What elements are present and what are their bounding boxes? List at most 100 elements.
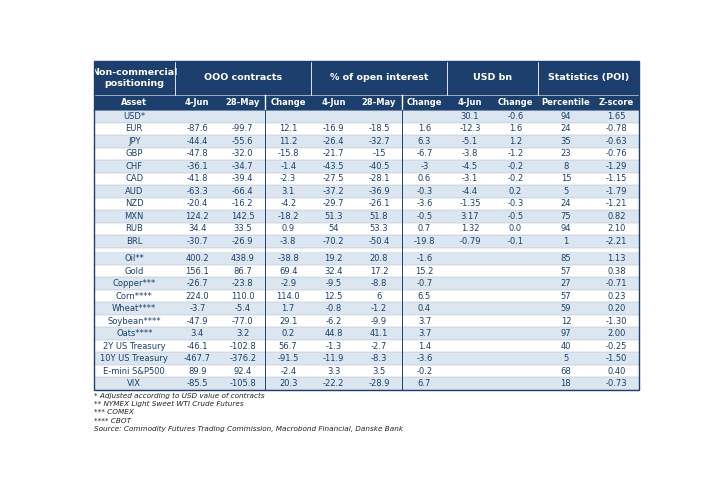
Text: OOO contracts: OOO contracts (204, 73, 282, 83)
Text: -0.2: -0.2 (508, 175, 523, 184)
Bar (94, 123, 639, 135)
Text: 24: 24 (561, 199, 571, 209)
Text: -26.9: -26.9 (232, 237, 254, 246)
Text: -28.1: -28.1 (368, 175, 390, 184)
Text: 53.3: 53.3 (370, 224, 388, 233)
Text: -3.6: -3.6 (416, 354, 433, 363)
Text: 85: 85 (561, 254, 571, 263)
Text: 51.8: 51.8 (370, 212, 388, 221)
Text: 35: 35 (561, 137, 571, 146)
Bar (94, 277, 639, 290)
Text: VIX: VIX (127, 379, 141, 388)
Bar (94, 223, 639, 235)
Text: -1.50: -1.50 (606, 354, 627, 363)
Text: 32.4: 32.4 (325, 267, 343, 276)
Text: -5.1: -5.1 (462, 137, 478, 146)
Text: -0.63: -0.63 (606, 137, 627, 146)
Text: 438.9: 438.9 (231, 254, 255, 263)
Text: 56.7: 56.7 (279, 341, 297, 350)
Text: -29.7: -29.7 (323, 199, 345, 209)
Bar (94, 173, 639, 185)
Text: AUD: AUD (125, 187, 144, 196)
Text: ** NYMEX Light Sweet WTI Crude Futures: ** NYMEX Light Sweet WTI Crude Futures (94, 401, 243, 407)
Text: 69.4: 69.4 (279, 267, 297, 276)
Text: *** COMEX: *** COMEX (94, 409, 134, 415)
Bar (94, 61, 639, 95)
Text: 1.2: 1.2 (509, 137, 522, 146)
Text: -0.73: -0.73 (606, 379, 627, 388)
Bar (94, 148, 639, 160)
Text: JPY: JPY (128, 137, 140, 146)
Text: -3.8: -3.8 (280, 237, 297, 246)
Text: Oats****: Oats**** (116, 329, 152, 338)
Text: 28-May: 28-May (362, 98, 396, 107)
Text: 94: 94 (561, 224, 571, 233)
Text: 3.2: 3.2 (236, 329, 250, 338)
Text: -26.7: -26.7 (187, 279, 208, 288)
Bar (94, 377, 639, 390)
Text: -0.3: -0.3 (416, 187, 433, 196)
Text: 1.6: 1.6 (418, 124, 431, 133)
Text: 1: 1 (563, 237, 568, 246)
Text: RUB: RUB (125, 224, 143, 233)
Text: 11.2: 11.2 (279, 137, 297, 146)
Text: -91.5: -91.5 (277, 354, 299, 363)
Text: -1.4: -1.4 (280, 162, 296, 171)
Bar (94, 315, 639, 327)
Text: 4-Jun: 4-Jun (458, 98, 482, 107)
Text: -0.3: -0.3 (507, 199, 523, 209)
Text: -19.8: -19.8 (414, 237, 435, 246)
Text: -39.4: -39.4 (232, 175, 254, 184)
Bar (94, 365, 639, 377)
Text: 0.6: 0.6 (418, 175, 431, 184)
Text: -376.2: -376.2 (230, 354, 256, 363)
Text: -6.7: -6.7 (416, 150, 433, 158)
Text: -18.2: -18.2 (277, 212, 299, 221)
Text: 400.2: 400.2 (185, 254, 209, 263)
Text: -6.2: -6.2 (325, 316, 342, 326)
Text: 224.0: 224.0 (185, 291, 209, 301)
Text: 110.0: 110.0 (231, 291, 255, 301)
Text: -105.8: -105.8 (230, 379, 256, 388)
Text: 12.5: 12.5 (325, 291, 342, 301)
Text: 3.3: 3.3 (327, 367, 340, 375)
Text: 94: 94 (561, 112, 571, 121)
Text: -46.1: -46.1 (187, 341, 208, 350)
Text: 97: 97 (561, 329, 571, 338)
Text: -15: -15 (373, 150, 386, 158)
Text: 57: 57 (561, 267, 571, 276)
Text: -467.7: -467.7 (184, 354, 211, 363)
Text: -87.6: -87.6 (187, 124, 208, 133)
Text: Percentile: Percentile (541, 98, 591, 107)
Text: CAD: CAD (125, 175, 143, 184)
Bar (94, 247, 639, 252)
Text: 59: 59 (561, 304, 571, 313)
Text: -44.4: -44.4 (187, 137, 208, 146)
Text: 3.17: 3.17 (460, 212, 479, 221)
Text: 24: 24 (561, 124, 571, 133)
Text: -28.9: -28.9 (368, 379, 390, 388)
Text: Source: Commodity Futures Trading Commission, Macrobond Financial, Danske Bank: Source: Commodity Futures Trading Commis… (94, 426, 403, 432)
Text: Change: Change (407, 98, 443, 107)
Text: 12.1: 12.1 (279, 124, 297, 133)
Text: -4.5: -4.5 (462, 162, 478, 171)
Text: -36.9: -36.9 (368, 187, 390, 196)
Text: Oil**: Oil** (124, 254, 144, 263)
Text: 6.7: 6.7 (418, 379, 431, 388)
Bar (94, 352, 639, 365)
Bar (94, 265, 639, 277)
Text: -26.4: -26.4 (323, 137, 345, 146)
Text: USD*: USD* (123, 112, 145, 121)
Text: -0.76: -0.76 (606, 150, 627, 158)
Text: 3.7: 3.7 (418, 329, 431, 338)
Text: BRL: BRL (126, 237, 142, 246)
Bar (94, 198, 639, 210)
Text: -20.4: -20.4 (187, 199, 208, 209)
Text: 89.9: 89.9 (188, 367, 207, 375)
Text: 15: 15 (561, 175, 571, 184)
Text: 8: 8 (563, 162, 568, 171)
Text: -37.2: -37.2 (322, 187, 345, 196)
Text: GBP: GBP (125, 150, 143, 158)
Bar (94, 290, 639, 302)
Text: 0.4: 0.4 (418, 304, 431, 313)
